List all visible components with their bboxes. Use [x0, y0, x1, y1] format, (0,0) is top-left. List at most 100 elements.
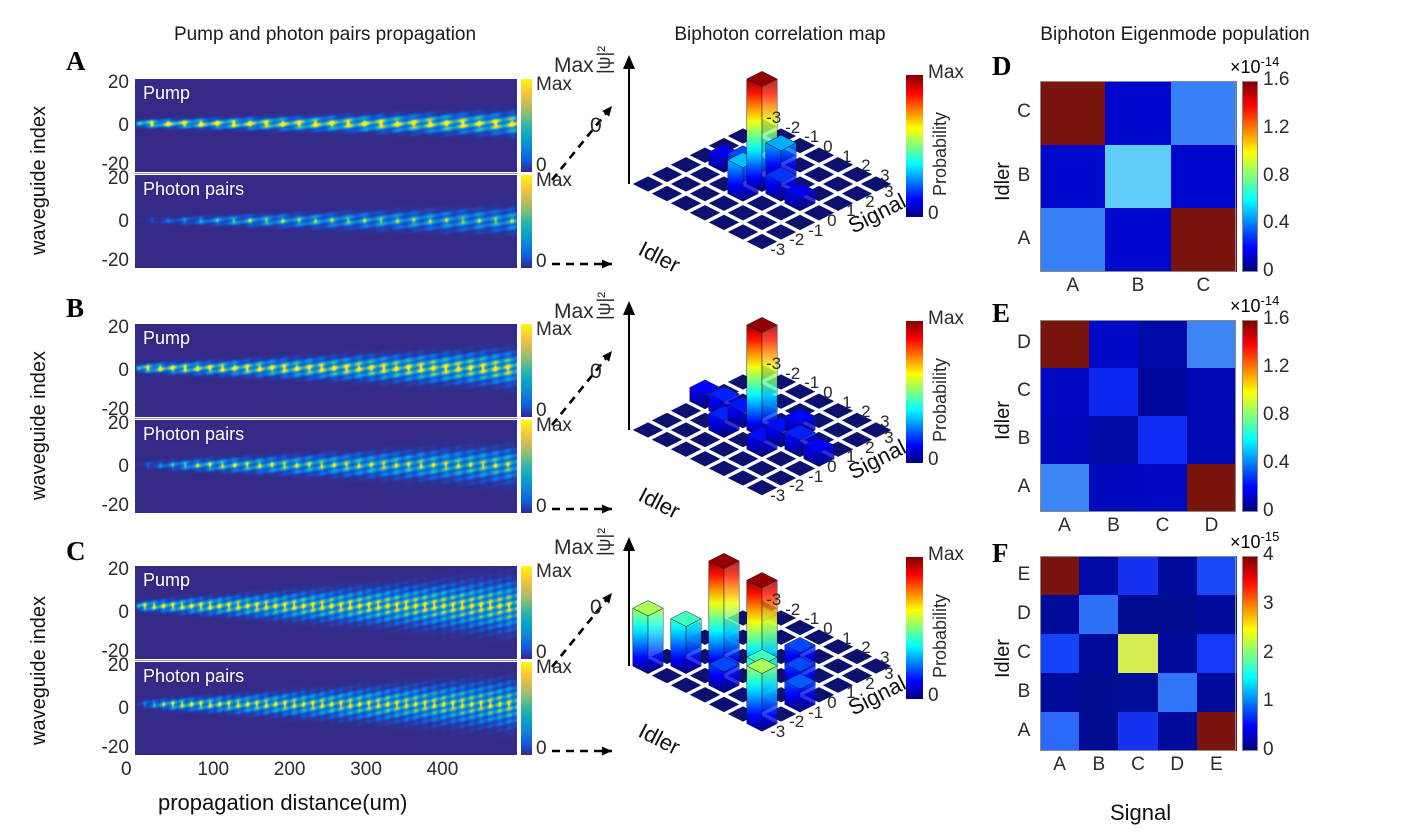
eigenmode-ylabel: Idler [992, 161, 1014, 201]
eigenmode-colorbar [1242, 320, 1258, 512]
eigenmode-cell [1157, 673, 1198, 712]
eigenmode-ytick: B [1017, 428, 1031, 449]
bar3d-idler-tick: 0 [823, 619, 833, 639]
eigenmode-exponent-power: -15 [1260, 529, 1280, 544]
bar3d-grid-tile [651, 667, 683, 684]
bar3d-grid-tile [784, 383, 816, 400]
eigenmode-colorbar-tick: 3 [1263, 592, 1274, 614]
bar3d-grid-tile [727, 224, 759, 240]
propagation-ytick: 20 [107, 559, 129, 580]
bar3d-grid-tile [784, 157, 816, 173]
propagation-colorbar [521, 420, 532, 513]
eigenmode-cell [1040, 712, 1080, 751]
eigenmode-colorbar-tick: 1.2 [1263, 356, 1290, 377]
eigenmode-cell [1105, 144, 1172, 209]
propagation-colorbar [521, 175, 532, 268]
eigenmode-cell [1040, 144, 1106, 209]
eigenmode-cell [1157, 595, 1198, 634]
bar3d-grid-tile [765, 706, 797, 722]
bar3d-zlabel: |ψ|² [594, 291, 614, 320]
bar3d-idler-tick: 1 [842, 392, 852, 412]
eigenmode-exponent-power: -14 [1260, 54, 1280, 69]
eigenmode-xlabel: Signal [1110, 800, 1172, 825]
correlation-colorbar-title: Probability [930, 593, 950, 678]
arrow-pairs-to-map-head [601, 259, 612, 269]
bar3d-bar-top [784, 408, 816, 425]
propagation-subplot-divider [135, 660, 517, 661]
bar3d-grid-tile [746, 479, 778, 496]
eigenmode-xtick: C [1196, 275, 1211, 296]
bar3d-grid-tile [727, 706, 759, 722]
eigenmode-exponent: ×10-15 [1230, 529, 1279, 553]
bar3d-bar-face [723, 560, 740, 675]
bar3d-grid-tile [708, 696, 740, 713]
eigenmode-ytick: A [1017, 228, 1031, 250]
correlation-colorbar-max: Max [928, 544, 964, 565]
bar3d-bar-face [632, 607, 649, 675]
bar3d-grid-tile [670, 441, 702, 457]
bar3d-grid-tile [689, 147, 721, 163]
bar3d-grid-tile [841, 431, 873, 448]
eigenmode-cell [1089, 368, 1138, 416]
eigenmode-cell [1138, 464, 1187, 512]
bar3d-signal-tick: 2 [865, 191, 875, 211]
eigenmode-exponent-power: -14 [1260, 293, 1280, 308]
eigenmode-cell [1196, 673, 1237, 712]
bar3d-idler-tick: 1 [842, 628, 852, 648]
bar3d-grid-tile [670, 422, 702, 438]
eigenmode-cell [1170, 208, 1237, 273]
colorbar-max-label: Max [536, 319, 572, 340]
bar3d-bar-top [784, 637, 816, 653]
bar3d-signal-tick: 1 [846, 201, 856, 221]
colorbar-min-label: 0 [536, 496, 547, 517]
correlation-colorbar-min: 0 [928, 203, 939, 224]
eigenmode-cell [1157, 712, 1198, 751]
propagation-ytick: -20 [101, 250, 129, 271]
eigenmode-cell [1079, 556, 1120, 595]
bar3d-signal-tick: 1 [846, 683, 856, 703]
propagation-ytick: -20 [101, 641, 129, 662]
bar3d-grid-tile [689, 431, 721, 448]
bar3d-grid-tile [651, 412, 683, 429]
bar3d-z-axis-head [623, 55, 635, 69]
propagation-photon-pairs-map-c: Photon pairs [135, 662, 517, 755]
bar3d-idler-tick: -3 [766, 354, 782, 374]
bar3d-grid-tile [784, 460, 816, 477]
bar3d-grid-tile [689, 667, 721, 684]
correlation-colorbar [906, 557, 923, 699]
bar3d-z-axis-head [623, 301, 635, 315]
bar3d-idler-tick: 2 [861, 402, 871, 422]
bar3d-bar-top [632, 600, 664, 617]
bar3d-grid-tile [670, 157, 702, 173]
bar3d-grid-tile [860, 176, 892, 192]
bar3d-grid-tile [632, 422, 664, 438]
bar3d-bar-face [746, 324, 763, 439]
bar3d-signal-tick: 0 [827, 210, 837, 230]
bar3d-idler-tick: -2 [785, 117, 801, 137]
bar3d-grid-tile [746, 233, 778, 250]
eigenmode-ytick: C [1017, 380, 1031, 401]
correlation-colorbar-min: 0 [928, 685, 939, 706]
bar3d-grid-tile [860, 422, 892, 438]
bar3d-signal-tick: 2 [865, 673, 875, 693]
propagation-ytick: -20 [101, 399, 129, 420]
bar3d-idler-tick: -3 [766, 590, 782, 610]
propagation-subplot-label: Photon pairs [143, 424, 245, 444]
propagation-ytick: 20 [107, 317, 129, 338]
eigenmode-xtick: B [1131, 275, 1145, 296]
eigenmode-cell [1187, 416, 1236, 464]
bar3d-z-axis-head [623, 537, 635, 551]
colorbar-min-label: 0 [536, 155, 547, 176]
bar3d-canvas [623, 301, 892, 496]
eigenmode-cell [1138, 416, 1187, 464]
eigenmode-cell [1040, 464, 1089, 512]
eigenmode-cell [1079, 673, 1120, 712]
bar3d-grid-tile [803, 185, 835, 202]
eigenmode-cell [1187, 368, 1236, 416]
bar3d-signal-tick: -2 [789, 712, 805, 732]
correlation-colorbar [906, 75, 923, 217]
bar3d-grid-tile [632, 176, 664, 192]
eigenmode-exponent: ×10-14 [1230, 54, 1279, 78]
propagation-ytick: 20 [107, 168, 129, 189]
panel-letter-c: C [66, 536, 86, 566]
